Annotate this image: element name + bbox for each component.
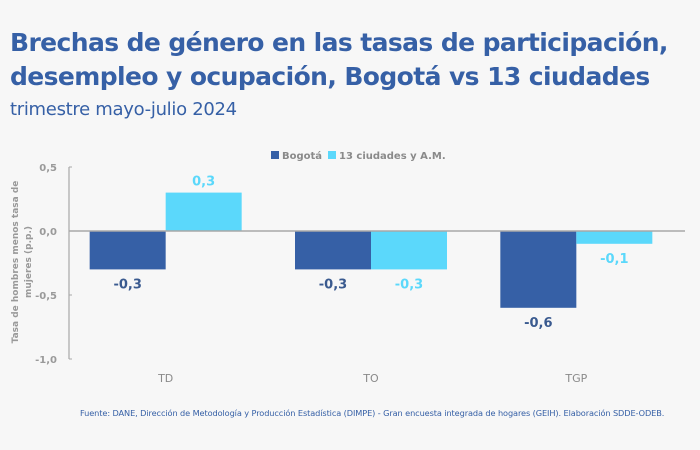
y-axis-label-line-2: mujeres (p.p.) [24,226,34,298]
chart-title: Brechas de género en las tasas de partic… [10,26,668,94]
legend: Bogotá 13 ciudades y A.M. [271,150,446,162]
title-line-1: Brechas de género en las tasas de partic… [10,28,668,57]
data-labels: -0,3 0,3 -0,3 -0,3 -0,6 -0,1 [113,175,628,331]
bar-tgp-bogota [500,231,577,308]
data-label: -0,3 [395,277,423,292]
chart-subtitle: trimestre mayo-julio 2024 [10,99,237,120]
bar-td-bogota [89,231,166,270]
bar-to-13-ciudades [371,231,447,270]
y-tick-label: -1,0 [35,355,57,366]
bars [89,192,653,308]
data-label: -0,1 [600,252,628,267]
bar-to-bogota [295,231,371,270]
y-tick-label: 0,0 [39,227,57,238]
title-line-2: desempleo y ocupación, Bogotá vs 13 ciud… [10,62,650,91]
y-axis-label-line-1: Tasa de hombres menos tasa de [11,181,21,344]
data-label: -0,6 [524,316,552,331]
y-tick-label: -0,5 [35,291,57,302]
y-axis: 0,5 0,0 -0,5 -1,0 [35,163,72,366]
x-category-label: TD [157,372,173,385]
bar-td-13-ciudades [165,192,242,231]
data-label: -0,3 [113,277,141,292]
x-category-label: TGP [564,372,587,385]
legend-swatch [328,151,336,159]
x-axis-categories: TD TO TGP [157,372,588,385]
legend-label: 13 ciudades y A.M. [339,151,446,162]
bar-tgp-13-ciudades [576,231,653,244]
source-note: Fuente: DANE, Dirección de Metodología y… [80,408,665,418]
legend-label: Bogotá [282,150,322,162]
y-tick-label: 0,5 [39,163,57,174]
data-label: 0,3 [192,175,215,190]
legend-swatch [271,151,279,159]
data-label: -0,3 [319,277,347,292]
x-category-label: TO [362,372,379,385]
